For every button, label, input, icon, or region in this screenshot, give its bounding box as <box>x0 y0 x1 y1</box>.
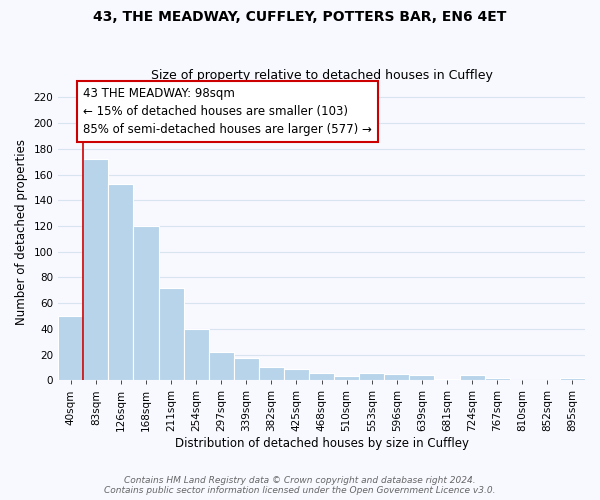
Text: Contains HM Land Registry data © Crown copyright and database right 2024.
Contai: Contains HM Land Registry data © Crown c… <box>104 476 496 495</box>
Bar <box>184 329 209 380</box>
Bar <box>259 368 284 380</box>
Bar <box>133 226 158 380</box>
Bar <box>83 159 109 380</box>
Bar <box>560 378 585 380</box>
Bar <box>58 316 83 380</box>
Bar <box>109 184 133 380</box>
Bar <box>434 379 460 380</box>
Bar <box>359 372 385 380</box>
Bar <box>234 358 259 380</box>
Bar <box>385 374 409 380</box>
Y-axis label: Number of detached properties: Number of detached properties <box>15 140 28 326</box>
Bar <box>485 378 510 380</box>
Title: Size of property relative to detached houses in Cuffley: Size of property relative to detached ho… <box>151 69 493 82</box>
Bar <box>309 372 334 380</box>
Bar <box>460 375 485 380</box>
Bar <box>284 368 309 380</box>
Bar <box>409 375 434 380</box>
Text: 43, THE MEADWAY, CUFFLEY, POTTERS BAR, EN6 4ET: 43, THE MEADWAY, CUFFLEY, POTTERS BAR, E… <box>94 10 506 24</box>
Bar <box>334 376 359 380</box>
X-axis label: Distribution of detached houses by size in Cuffley: Distribution of detached houses by size … <box>175 437 469 450</box>
Bar <box>209 352 234 380</box>
Text: 43 THE MEADWAY: 98sqm
← 15% of detached houses are smaller (103)
85% of semi-det: 43 THE MEADWAY: 98sqm ← 15% of detached … <box>83 87 372 136</box>
Bar <box>158 288 184 380</box>
